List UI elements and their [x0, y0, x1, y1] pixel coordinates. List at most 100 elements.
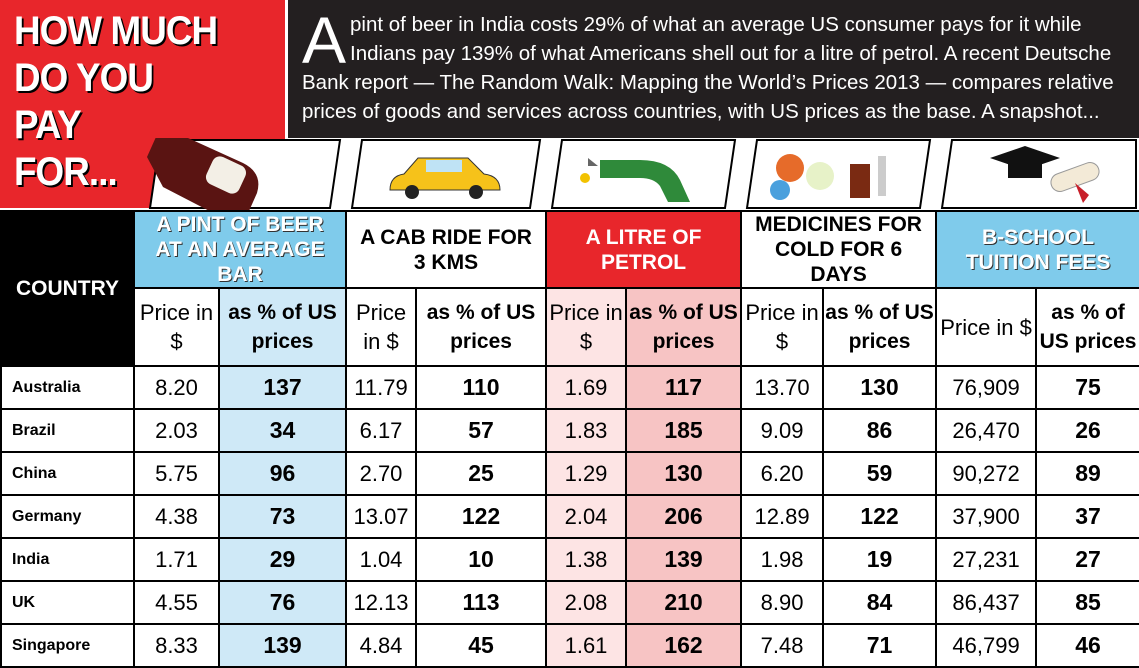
data-row: UK 4.55 76 12.13 113 2.08 210 8.90 84 86,437 85: [0, 580, 1139, 625]
percent-cell: 85: [1035, 580, 1139, 625]
price-cell: 1.29: [545, 451, 628, 496]
percent-cell: 139: [625, 537, 743, 582]
price-cell: 86,437: [935, 580, 1038, 625]
price-cell: 4.38: [133, 494, 220, 539]
price-cell: 6.20: [740, 451, 825, 496]
price-cell: 12.89: [740, 494, 825, 539]
graduation-icon: [990, 146, 1100, 203]
percent-cell: 75: [1035, 365, 1139, 410]
icon-strip: [147, 138, 1137, 210]
column-header: A PINT OF BEER AT AN AVERAGE BAR: [132, 210, 348, 289]
price-cell: 26,470: [935, 408, 1038, 453]
data-row: China 5.75 96 2.70 25 1.29 130 6.20 59 90,272 89: [0, 451, 1139, 496]
percent-cell: 210: [625, 580, 743, 625]
price-label: Price in $: [545, 287, 628, 367]
percent-cell: 96: [217, 451, 348, 496]
title-line: DO YOU: [14, 56, 154, 100]
country-cell: Brazil: [0, 408, 135, 453]
price-cell: 6.17: [345, 408, 418, 453]
price-cell: 76,909: [935, 365, 1038, 410]
country-cell: Germany: [0, 494, 135, 539]
title-box: HOW MUCH DO YOU PAY FOR...: [0, 0, 285, 208]
price-cell: 90,272: [935, 451, 1038, 496]
percent-cell: 110: [415, 365, 548, 410]
percent-cell: 139: [217, 623, 348, 668]
title-line: HOW MUCH: [14, 9, 218, 53]
price-table: COUNTRY A PINT OF BEER AT AN AVERAGE BAR A…: [0, 210, 1139, 668]
price-cell: 1.69: [545, 365, 628, 410]
price-cell: 9.09: [740, 408, 825, 453]
country-header: COUNTRY: [0, 210, 135, 367]
percent-cell: 206: [625, 494, 743, 539]
price-cell: 1.04: [345, 537, 418, 582]
price-cell: 1.98: [740, 537, 825, 582]
column-header: MEDICINES FOR COLD FOR 6 DAYS: [740, 210, 938, 289]
beer-bottle-icon: [147, 138, 259, 210]
percent-cell: 84: [822, 580, 938, 625]
price-label: Price in $: [133, 287, 220, 367]
percent-cell: 34: [217, 408, 348, 453]
percent-label: as % of US prices: [822, 287, 938, 367]
percent-label: as % of US prices: [625, 287, 743, 367]
percent-cell: 162: [625, 623, 743, 668]
percent-cell: 73: [217, 494, 348, 539]
price-cell: 8.20: [133, 365, 220, 410]
country-cell: Singapore: [0, 623, 135, 668]
country-cell: Australia: [0, 365, 135, 410]
percent-cell: 59: [822, 451, 938, 496]
price-cell: 2.70: [345, 451, 418, 496]
percent-label: as % of US prices: [1035, 287, 1139, 367]
price-cell: 11.79: [345, 365, 418, 410]
percent-cell: 25: [415, 451, 548, 496]
percent-cell: 89: [1035, 451, 1139, 496]
percent-cell: 45: [415, 623, 548, 668]
price-cell: 8.90: [740, 580, 825, 625]
title-line: PAY: [14, 103, 82, 147]
price-label: Price in $: [740, 287, 825, 367]
price-cell: 1.83: [545, 408, 628, 453]
data-row: Singapore 8.33 139 4.84 45 1.61 162 7.48 71 46,79…: [0, 623, 1139, 668]
price-cell: 5.75: [133, 451, 220, 496]
country-cell: UK: [0, 580, 135, 625]
subheader-row: Price in $ as % of US prices Price in $ as …: [1, 287, 1139, 367]
percent-cell: 57: [415, 408, 548, 453]
percent-label: as % of US prices: [217, 287, 348, 367]
percent-cell: 46: [1035, 623, 1139, 668]
data-row: Brazil 2.03 34 6.17 57 1.83 185 9.09 86 26,470 26: [0, 408, 1139, 453]
price-cell: 13.70: [740, 365, 825, 410]
price-cell: 7.48: [740, 623, 825, 668]
percent-cell: 113: [415, 580, 548, 625]
percent-cell: 27: [1035, 537, 1139, 582]
percent-cell: 130: [625, 451, 743, 496]
price-cell: 12.13: [345, 580, 418, 625]
column-header: A CAB RIDE FOR 3 KMS: [345, 210, 548, 289]
price-cell: 2.08: [545, 580, 628, 625]
price-cell: 1.61: [545, 623, 628, 668]
column-header: B-SCHOOL TUITION FEES: [935, 210, 1139, 289]
price-cell: 27,231: [935, 537, 1038, 582]
price-label: Price in $: [345, 287, 418, 367]
price-label: Price in $: [935, 287, 1038, 367]
percent-cell: 122: [822, 494, 938, 539]
percent-cell: 19: [822, 537, 938, 582]
percent-label: as % of US prices: [415, 287, 548, 367]
data-row: Australia 8.20 137 11.79 110 1.69 117 13.70 130 7…: [0, 365, 1139, 410]
price-cell: 37,900: [935, 494, 1038, 539]
percent-cell: 117: [625, 365, 743, 410]
petrol-nozzle-icon: [580, 158, 690, 202]
header-row: COUNTRY A PINT OF BEER AT AN AVERAGE BAR A…: [0, 210, 1139, 367]
percent-cell: 137: [217, 365, 348, 410]
percent-cell: 10: [415, 537, 548, 582]
data-row: India 1.71 29 1.04 10 1.38 139 1.98 19 27,231 27: [0, 537, 1139, 582]
title-line: FOR...: [14, 150, 118, 194]
taxi-icon: [389, 157, 501, 199]
percent-cell: 185: [625, 408, 743, 453]
price-cell: 4.84: [345, 623, 418, 668]
price-cell: 1.38: [545, 537, 628, 582]
percent-cell: 130: [822, 365, 938, 410]
intro-text: A pint of beer in India costs 29% of wha…: [288, 0, 1139, 138]
medicines-icon: [770, 154, 886, 200]
percent-cell: 37: [1035, 494, 1139, 539]
percent-cell: 122: [415, 494, 548, 539]
